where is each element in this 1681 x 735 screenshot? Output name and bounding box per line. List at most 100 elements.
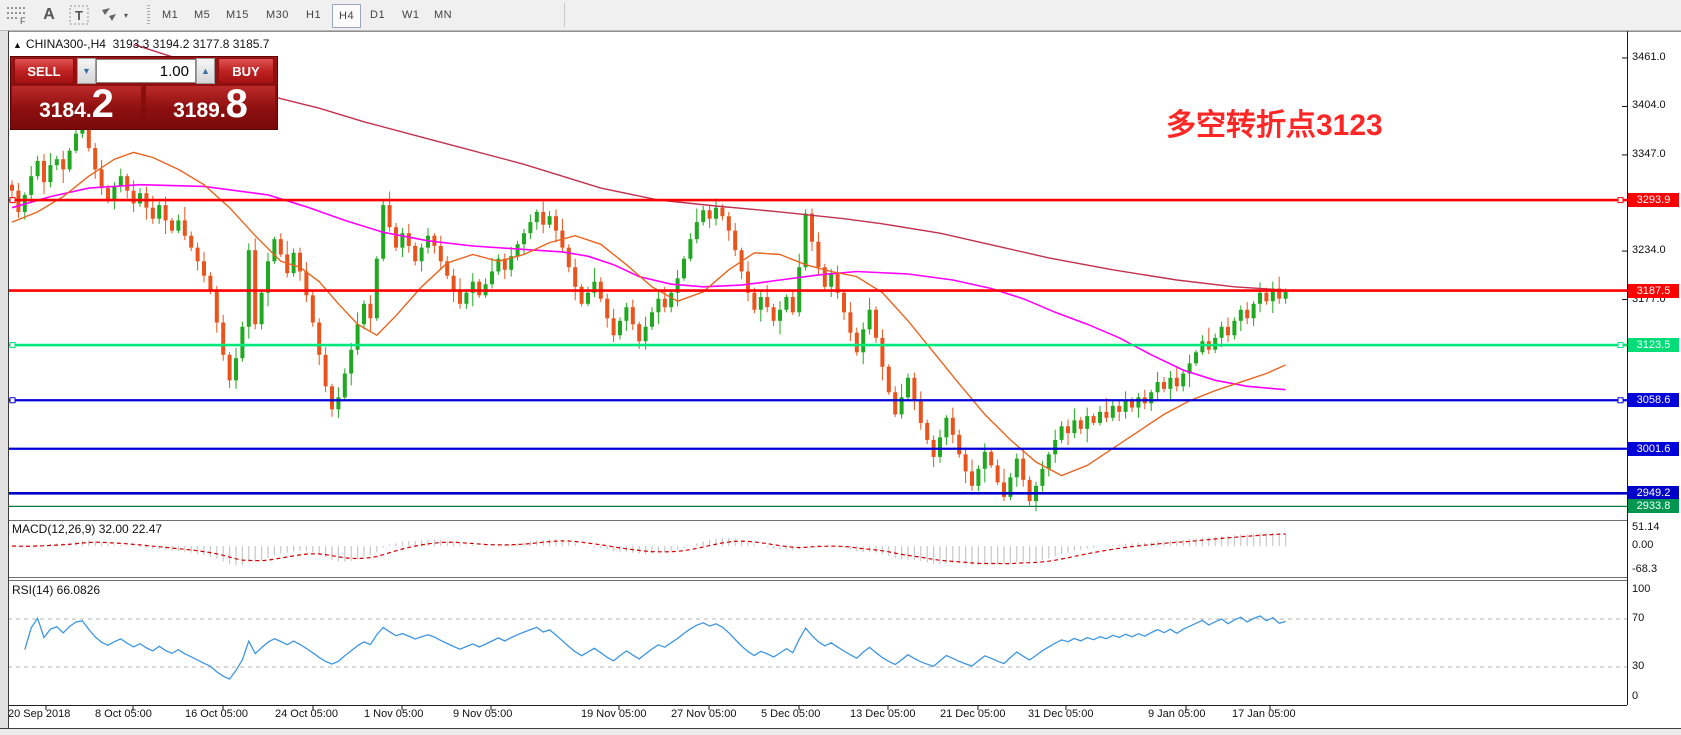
price-badge-2933.8[interactable]: 2933.8: [1628, 499, 1679, 514]
candle-body: [1270, 288, 1275, 302]
candle-body: [1264, 292, 1269, 302]
candle-body: [150, 207, 155, 219]
candle-body: [547, 216, 552, 225]
candle-body: [189, 235, 194, 248]
next-window-edge[interactable]: [0, 728, 1681, 729]
level-handle[interactable]: [9, 197, 16, 204]
timeframe-button-w1[interactable]: W1: [402, 9, 420, 21]
timeframe-button-h4[interactable]: H4: [332, 4, 362, 28]
candle-body: [1002, 482, 1006, 497]
arrows-tool-icon[interactable]: [96, 3, 122, 27]
candle-body: [1110, 405, 1115, 418]
candle-body: [317, 322, 322, 355]
candle-body: [944, 417, 949, 438]
candle-body: [778, 309, 782, 321]
candle-body: [643, 326, 648, 342]
level-handle[interactable]: [1617, 397, 1624, 404]
candle-body: [278, 239, 283, 255]
candle-body: [694, 222, 699, 240]
candle-body: [323, 354, 328, 387]
candle-body: [451, 275, 456, 291]
sell-button[interactable]: SELL: [14, 58, 74, 84]
rsi-panel-separator-bottom[interactable]: [8, 580, 1627, 581]
timeframe-button-m1[interactable]: M1: [162, 9, 179, 21]
candle-body: [816, 241, 821, 268]
candle-body: [1181, 373, 1186, 387]
collapse-triangle-icon[interactable]: ▲: [13, 40, 22, 50]
volume-decrease-button[interactable]: ▼: [77, 58, 96, 84]
candle-body: [112, 186, 117, 200]
candle-body: [822, 267, 827, 287]
timeframe-button-d1[interactable]: D1: [370, 9, 386, 21]
candle-body: [746, 271, 750, 293]
candle-body: [438, 245, 443, 262]
candle-body: [1258, 292, 1262, 304]
mid-ma: [11, 183, 1286, 391]
candle-body: [1130, 400, 1134, 408]
level-handle[interactable]: [9, 342, 16, 349]
candle-body: [118, 176, 123, 187]
candle-body: [502, 258, 507, 270]
rsi-panel-separator-top[interactable]: [8, 577, 1627, 578]
candle-body: [925, 422, 930, 440]
timeframe-button-m30[interactable]: M30: [266, 9, 289, 21]
level-handle[interactable]: [1617, 342, 1624, 349]
level-handle[interactable]: [9, 397, 16, 404]
level-handle[interactable]: [1617, 197, 1624, 204]
date-label: 13 Dec 05:00: [850, 708, 916, 720]
candle-body: [1104, 411, 1109, 418]
candle-body: [1014, 458, 1019, 478]
candle-body: [227, 354, 232, 381]
price-badge-3123.5[interactable]: 3123.5: [1628, 338, 1679, 353]
candle-body: [86, 128, 91, 149]
text-tool-icon[interactable]: A: [43, 6, 55, 23]
toolbar-separator: [564, 3, 565, 27]
buy-price-display[interactable]: 3189. 8: [146, 84, 275, 127]
date-label: 5 Dec 05:00: [761, 708, 821, 720]
macd-panel-separator[interactable]: [8, 520, 1627, 521]
candle-body: [701, 210, 706, 223]
macd-tick--68.3: -68.3: [1632, 563, 1658, 575]
price-badge-3058.6[interactable]: 3058.6: [1628, 393, 1679, 408]
macd-tick-51.14: 51.14: [1632, 521, 1660, 533]
candle-body: [291, 252, 296, 274]
buy-button[interactable]: BUY: [218, 58, 274, 84]
candle-body: [342, 373, 347, 398]
sell-price-display[interactable]: 3184. 2: [12, 84, 141, 127]
candle-body: [221, 322, 226, 355]
candle-body: [1136, 397, 1141, 408]
candle-body: [470, 281, 475, 293]
price-badge-3293.9[interactable]: 3293.9: [1628, 193, 1679, 208]
candle-body: [867, 309, 872, 330]
candle-body: [176, 220, 181, 231]
candle-body: [1174, 377, 1179, 387]
text-label-tool-icon[interactable]: T: [66, 3, 92, 27]
chinese-annotation-text[interactable]: 多空转折点3123: [1166, 109, 1383, 142]
candle-body: [1123, 400, 1128, 412]
timeframe-button-m15[interactable]: M15: [226, 9, 249, 21]
candle-body: [413, 245, 418, 262]
volume-increase-button[interactable]: ▲: [196, 58, 215, 84]
arrows-dropdown-caret-icon[interactable]: ▾: [123, 10, 128, 20]
timeframe-button-mn[interactable]: MN: [434, 9, 453, 21]
price-badge-2949.2[interactable]: 2949.2: [1628, 486, 1679, 501]
chart-background: [8, 31, 1681, 728]
date-label: 27 Nov 05:00: [671, 708, 737, 720]
candle-body: [906, 377, 910, 398]
date-label: 1 Nov 05:00: [364, 708, 424, 720]
date-label: 21 Dec 05:00: [940, 708, 1006, 720]
fibonacci-tool-icon[interactable]: F: [4, 3, 30, 27]
candle-body: [1117, 405, 1122, 412]
price-badge-3001.6[interactable]: 3001.6: [1628, 441, 1679, 456]
volume-input[interactable]: [96, 59, 196, 83]
candle-body: [1066, 426, 1070, 434]
toolbar-drag-handle[interactable]: [147, 5, 150, 25]
candle-body: [842, 292, 846, 313]
price-badge-3187.5[interactable]: 3187.5: [1628, 283, 1679, 298]
candle-body: [541, 211, 546, 225]
bottom-strip: [0, 729, 1681, 735]
timeframe-button-h1[interactable]: H1: [306, 9, 322, 21]
timeframe-button-m5[interactable]: M5: [194, 9, 211, 21]
candle-body: [554, 216, 558, 231]
candle-body: [304, 271, 309, 296]
